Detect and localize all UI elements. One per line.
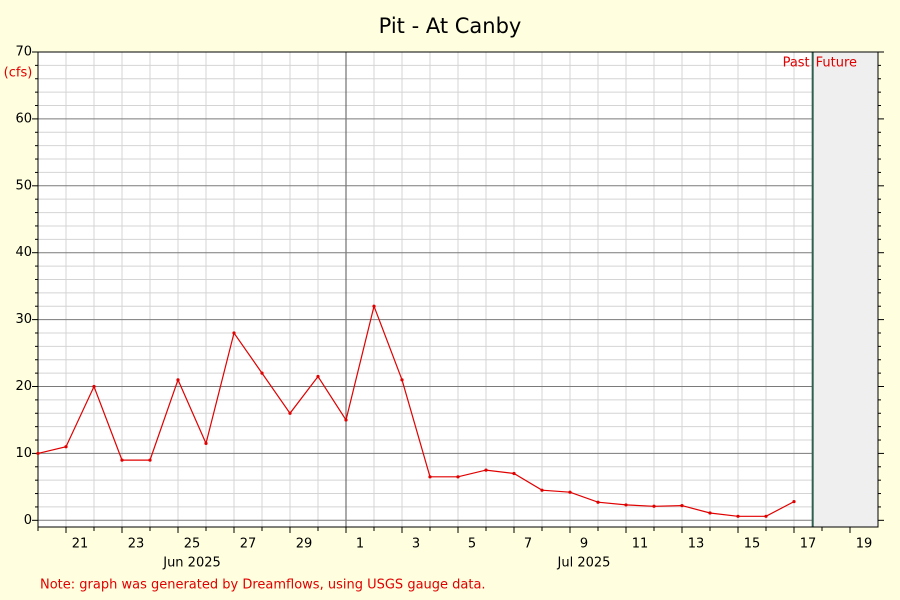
plot-frame <box>37 51 879 528</box>
future-region <box>812 52 878 527</box>
flow-point <box>596 500 600 504</box>
x-tick-label: 29 <box>296 537 313 552</box>
flow-point <box>260 371 264 375</box>
y-tick-label: 0 <box>24 513 32 528</box>
flow-point <box>316 374 320 379</box>
flow-point <box>176 378 180 382</box>
y-tick-label: 10 <box>15 446 32 461</box>
flow-point <box>400 378 404 382</box>
y-tick-label: 20 <box>15 379 32 394</box>
flow-point <box>736 514 740 518</box>
flow-point <box>148 458 152 462</box>
x-tick-label: 21 <box>72 537 89 552</box>
flow-point <box>204 441 208 445</box>
flow-point <box>568 490 572 494</box>
flow-point <box>232 331 236 335</box>
flow-point <box>792 499 796 504</box>
x-tick-label: 1 <box>356 537 364 552</box>
flow-point <box>512 471 516 476</box>
flow-point <box>652 504 656 508</box>
flow-line <box>37 304 795 517</box>
note: Note: graph was generated by Dreamflows,… <box>40 578 486 593</box>
x-tick-label: 5 <box>468 537 476 552</box>
month-label: Jul 2025 <box>557 556 611 571</box>
flow-point <box>344 418 348 422</box>
y-tick-label: 50 <box>15 178 32 193</box>
flow-point <box>120 458 124 462</box>
flow-point <box>484 468 488 472</box>
x-tick-label: 15 <box>744 537 761 552</box>
x-tick-label: 13 <box>688 537 705 552</box>
past-label: Past <box>783 56 810 71</box>
flow-point <box>428 475 432 479</box>
y-tick-label: 40 <box>15 245 32 260</box>
x-tick-label: 19 <box>856 537 873 552</box>
flow-point <box>36 451 40 456</box>
flow-point <box>92 384 96 389</box>
flow-point <box>64 445 68 449</box>
flow-point <box>708 511 712 515</box>
future-label: Future <box>816 56 857 71</box>
chart-title: Pit - At Canby <box>379 14 522 38</box>
x-tick-label: 27 <box>240 537 257 552</box>
flow-point <box>764 514 768 518</box>
x-tick-label: 9 <box>580 537 588 552</box>
x-tick-label: 11 <box>632 537 649 552</box>
month-label: Jun 2025 <box>162 556 221 571</box>
flow-point <box>680 503 684 508</box>
y-tick-label: 30 <box>15 312 32 327</box>
flow-point <box>456 475 460 479</box>
x-tick-label: 25 <box>184 537 201 552</box>
flow-point <box>624 503 628 507</box>
x-tick-label: 17 <box>800 537 817 552</box>
x-tick-label: 23 <box>128 537 145 552</box>
y-axis-label: (cfs) <box>4 66 33 81</box>
y-tick-label: 60 <box>15 111 32 126</box>
x-tick-label: 3 <box>412 537 420 552</box>
flow-point <box>288 411 292 415</box>
x-tick-label: 7 <box>524 537 532 552</box>
flow-point <box>540 488 544 492</box>
y-tick-label: 70 <box>15 45 32 60</box>
flow-point <box>372 304 376 308</box>
